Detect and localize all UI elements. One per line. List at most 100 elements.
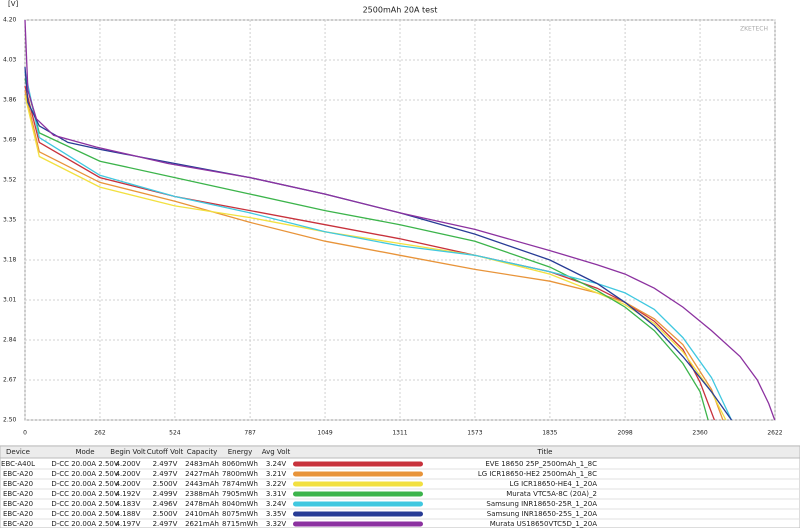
table-cell: 2.497V (153, 520, 178, 528)
series-line (24, 90, 724, 421)
series-line (24, 19, 776, 421)
table-cell: 2388mAh (185, 490, 219, 498)
y-tick-label: 3.86 (3, 97, 17, 104)
x-tick-label: 1835 (542, 430, 557, 437)
table-cell: 2410mAh (185, 510, 219, 518)
x-tick-label: 0 (23, 430, 27, 437)
table-cell: 2.499V (153, 490, 178, 498)
table-cell: 4.200V (116, 470, 141, 478)
table-cell: Samsung INR18650-25R_1_20A (486, 500, 597, 508)
y-tick-label: 3.69 (3, 137, 17, 144)
table-header-cell: Mode (75, 448, 94, 456)
watermark: ZKETECH (740, 26, 768, 33)
table-cell: LG ICR18650-HE4_1_20A (510, 480, 598, 488)
table-cell: 2478mAh (185, 500, 219, 508)
table-cell: 7874mWh (222, 480, 258, 488)
table-cell: 2483mAh (185, 460, 219, 468)
table-cell: 7800mWh (222, 470, 258, 478)
table-cell: D-CC 20.00A 2.50V (51, 510, 119, 518)
x-tick-label: 524 (169, 430, 181, 437)
y-tick-label: 3.18 (3, 257, 17, 264)
table-cell: 2443mAh (185, 480, 219, 488)
table-cell: 2.500V (153, 510, 178, 518)
color-swatch (293, 511, 423, 517)
table-header-cell: Begin Volt (110, 448, 146, 456)
table-cell: EBC-A20 (3, 470, 33, 478)
table-cell: 4.188V (116, 510, 141, 518)
color-swatch (293, 521, 423, 527)
table-cell: 3.35V (266, 510, 287, 518)
table-cell: 4.192V (116, 490, 141, 498)
chart-title: 2500mAh 20A test (363, 6, 438, 15)
table-cell: 2.500V (153, 480, 178, 488)
table-cell: 4.183V (116, 500, 141, 508)
x-tick-label: 2360 (692, 430, 707, 437)
table-cell: EBC-A20 (3, 480, 33, 488)
table-cell: 3.31V (266, 490, 287, 498)
table-cell: 4.200V (116, 480, 141, 488)
table-cell: Murata VTC5A-8C (20A)_2 (506, 490, 597, 498)
color-swatch (293, 501, 423, 507)
color-swatch (293, 481, 423, 487)
x-tick-label: 262 (94, 430, 106, 437)
table-cell: D-CC 20.00A 2.50V (51, 490, 119, 498)
table-header-cell: Device (6, 448, 30, 456)
table-header-cell: Cutoff Volt (147, 448, 184, 456)
table-cell: 8715mWh (222, 520, 258, 528)
table-cell: Samsung INR18650-25S_1_20A (487, 510, 597, 518)
y-tick-label: 3.52 (3, 177, 17, 184)
table-cell: EVE 18650 25P_2500mAh_1_8C (485, 460, 597, 468)
table-cell: 4.197V (116, 520, 141, 528)
table-cell: 3.32V (266, 520, 287, 528)
table-cell: 2.496V (153, 500, 178, 508)
table-cell: D-CC 20.00A 2.50V (51, 520, 119, 528)
y-tick-label: 4.03 (3, 57, 17, 64)
table-cell: 2.497V (153, 460, 178, 468)
table-cell: D-CC 20.00A 2.50V (51, 500, 119, 508)
y-tick-label: 4.20 (3, 17, 17, 24)
color-swatch (293, 471, 423, 477)
table-cell: 8040mWh (222, 500, 258, 508)
x-tick-label: 1049 (317, 430, 332, 437)
table-cell: EBC-A20 (3, 510, 33, 518)
x-tick-label: 1573 (467, 430, 482, 437)
series-line (24, 71, 733, 421)
table-header-cell: Avg Volt (262, 448, 291, 456)
table-cell: 3.21V (266, 470, 287, 478)
table-cell: 3.22V (266, 480, 287, 488)
table-cell: 3.24V (266, 460, 287, 468)
x-tick-label: 2622 (767, 430, 782, 437)
table-cell: Murata US18650VTC5D_1_20A (490, 520, 597, 528)
table-cell: EBC-A20 (3, 490, 33, 498)
y-axis-label: [V] (8, 0, 19, 8)
table-cell: 2621mAh (185, 520, 219, 528)
table-cell: 7905mWh (222, 490, 258, 498)
y-tick-label: 2.50 (3, 417, 17, 424)
color-swatch (293, 491, 423, 497)
table-header (0, 445, 800, 459)
x-tick-label: 1311 (392, 430, 407, 437)
color-swatch (293, 461, 423, 467)
table-cell: 4.200V (116, 460, 141, 468)
table-cell: LG ICR18650-HE2 2500mAh_1_8C (478, 470, 597, 478)
table-cell: 8075mWh (222, 510, 258, 518)
table-cell: 2427mAh (185, 470, 219, 478)
series-line (24, 78, 709, 421)
y-tick-label: 3.01 (3, 297, 17, 304)
x-tick-label: 2098 (617, 430, 632, 437)
table-header-cell: Capacity (187, 448, 218, 456)
table-cell: 2.497V (153, 470, 178, 478)
x-tick-label: 787 (244, 430, 256, 437)
table-header-cell: Title (536, 448, 552, 456)
y-tick-label: 2.67 (3, 377, 17, 384)
y-tick-label: 2.84 (3, 337, 17, 344)
table-cell: 8060mWh (222, 460, 258, 468)
table-cell: EBC-A20 (3, 520, 33, 528)
y-tick-label: 3.35 (3, 217, 17, 224)
table-cell: D-CC 20.00A 2.50V (51, 470, 119, 478)
table-cell: D-CC 20.00A 2.50V (51, 460, 119, 468)
table-cell: EBC-A40L (1, 460, 35, 468)
table-cell: 3.24V (266, 500, 287, 508)
table-cell: D-CC 20.00A 2.50V (51, 480, 119, 488)
